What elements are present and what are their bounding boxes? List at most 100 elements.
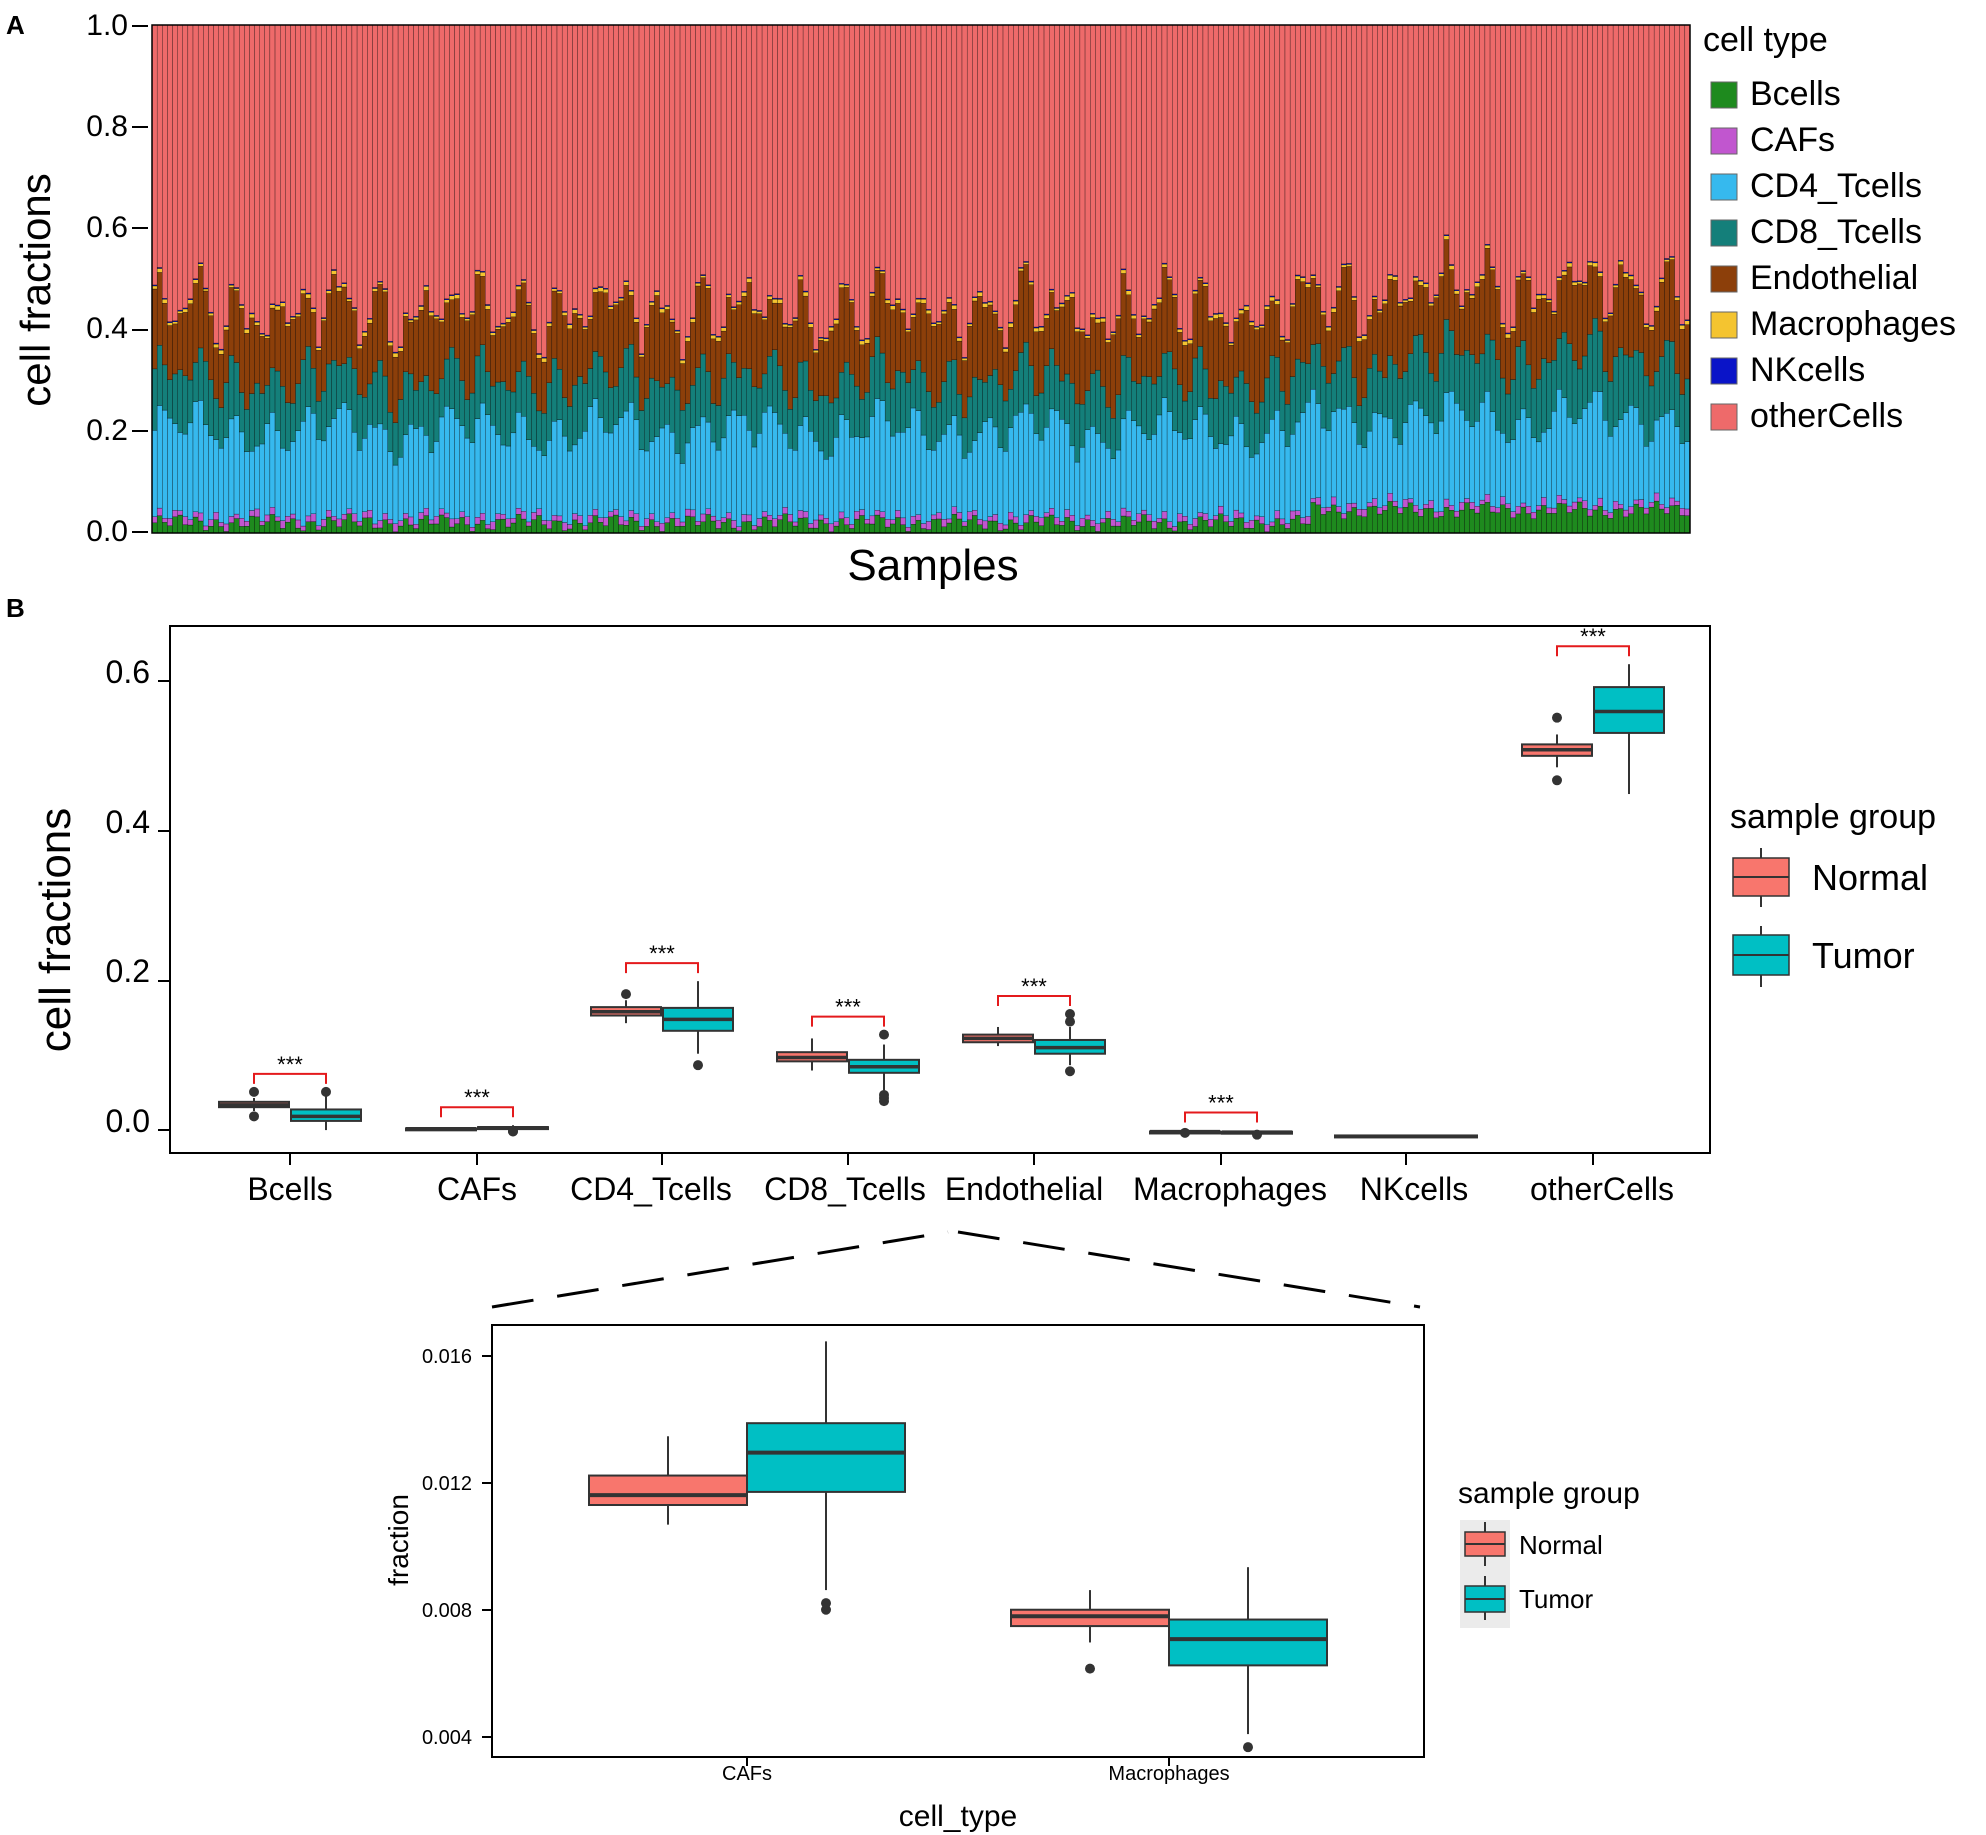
bar-sample-129-cd4-tcells: [808, 431, 814, 524]
bar-sample-206-macrophages: [1202, 283, 1209, 287]
bar-sample-295-cd8-tcells: [1659, 356, 1665, 417]
bar-sample-142-macrophages: [874, 267, 881, 271]
bar-sample-47-cafs: [387, 519, 394, 524]
bar-sample-63-cafs: [469, 527, 476, 532]
bar-sample-109-nkcells: [705, 284, 711, 286]
bar-sample-179-othercells: [1064, 24, 1070, 296]
bar-sample-232-cd4-tcells: [1336, 407, 1342, 507]
bar-sample-66-macrophages: [485, 305, 491, 310]
bar-sample-124-cafs: [782, 507, 788, 514]
bar-sample-291-cafs: [1638, 499, 1645, 508]
bar-sample-210-endothelial: [1223, 325, 1229, 387]
bar-sample-263-endothelial: [1495, 289, 1501, 360]
bar-sample-90-cd8-tcells: [608, 387, 614, 434]
bar-sample-146-macrophages: [895, 299, 901, 304]
bar-sample-294-endothelial: [1653, 310, 1660, 372]
bar-sample-36-nkcells: [331, 269, 337, 271]
panel-a-ytick-4: 0.8: [86, 110, 128, 143]
bar-sample-232-macrophages: [1336, 287, 1342, 291]
bar-sample-143-cd8-tcells: [879, 352, 886, 401]
bar-sample-64-cafs: [474, 517, 481, 525]
panel-b-cd8-tcells-tumor-outlier-3: [879, 1089, 889, 1100]
panel-b-bcells-normal-outlier-1: [249, 1111, 259, 1122]
bar-sample-280-bcells: [1582, 508, 1588, 534]
bar-sample-186-othercells: [1100, 24, 1106, 318]
bar-sample-68-bcells: [495, 519, 501, 534]
bar-sample-168-bcells: [1008, 519, 1014, 534]
bar-sample-13-cafs: [213, 512, 219, 520]
bar-sample-237-bcells: [1361, 516, 1368, 534]
bar-sample-78-nkcells: [546, 321, 553, 324]
bar-sample-131-macrophages: [818, 338, 824, 341]
bar-sample-172-cd8-tcells: [1028, 365, 1034, 414]
bar-sample-299-nkcells: [1679, 324, 1686, 326]
bar-sample-156-bcells: [946, 522, 952, 534]
bar-sample-204-othercells: [1192, 24, 1198, 291]
bar-sample-290-endothelial: [1633, 288, 1639, 351]
bar-sample-15-cd4-tcells: [223, 437, 230, 525]
bar-sample-267-bcells: [1515, 513, 1521, 534]
bar-sample-278-cd4-tcells: [1571, 423, 1578, 503]
bar-sample-14-cd8-tcells: [218, 407, 224, 449]
bar-sample-177-macrophages: [1054, 308, 1060, 311]
bar-sample-31-cd8-tcells: [305, 346, 312, 407]
bar-sample-234-cd4-tcells: [1346, 406, 1352, 504]
bar-sample-97-macrophages: [644, 325, 650, 328]
bar-sample-85-cafs: [582, 525, 588, 531]
bar-sample-7-bcells: [182, 524, 189, 534]
bar-sample-36-cafs: [331, 516, 337, 521]
bar-sample-190-othercells: [1120, 24, 1127, 270]
bar-sample-260-cd4-tcells: [1479, 401, 1486, 501]
bar-sample-7-nkcells: [182, 307, 189, 310]
bar-sample-214-cd8-tcells: [1243, 383, 1250, 448]
bar-sample-297-endothelial: [1669, 259, 1675, 342]
bar-sample-70-endothelial: [505, 322, 512, 391]
bar-sample-195-macrophages: [1146, 318, 1152, 323]
bar-sample-182-bcells: [1079, 526, 1086, 534]
bar-sample-30-cafs: [300, 525, 306, 531]
bar-sample-75-endothelial: [531, 333, 537, 394]
bar-sample-44-nkcells: [372, 287, 378, 289]
bar-sample-218-othercells: [1264, 24, 1270, 306]
legend-item-cafs: CAFs: [1710, 121, 1835, 159]
bar-sample-287-macrophages: [1618, 261, 1624, 265]
legend-key-othercells: [1710, 403, 1738, 431]
bar-sample-279-othercells: [1577, 24, 1583, 281]
bar-sample-75-cd8-tcells: [531, 393, 537, 447]
bar-sample-41-cafs: [356, 521, 363, 527]
bar-sample-141-macrophages: [869, 292, 876, 297]
bar-sample-256-cd4-tcells: [1459, 409, 1465, 503]
bar-sample-130-cd4-tcells: [813, 441, 819, 521]
bar-sample-176-nkcells: [1049, 288, 1055, 291]
bar-sample-60-nkcells: [454, 293, 460, 295]
bar-sample-75-cd4-tcells: [531, 446, 537, 513]
panel-b-cd4-tcells-tumor-outlier-1: [693, 1060, 703, 1071]
bar-sample-3-bcells: [162, 522, 168, 534]
bar-sample-246-cd8-tcells: [1407, 353, 1414, 405]
bar-sample-295-bcells: [1659, 508, 1665, 534]
bar-sample-10-nkcells: [197, 262, 204, 264]
bar-sample-76-othercells: [536, 24, 542, 354]
bar-sample-62-cd8-tcells: [464, 399, 471, 439]
bar-sample-3-nkcells: [162, 298, 168, 300]
bar-sample-232-cd8-tcells: [1336, 360, 1342, 409]
bar-sample-272-cd4-tcells: [1541, 431, 1547, 498]
bar-sample-278-othercells: [1571, 24, 1578, 282]
bar-sample-206-endothelial: [1202, 286, 1209, 370]
panel-b-ytick-1: 0.2: [106, 953, 150, 989]
panel-b-legend-label-tumor: Tumor: [1812, 935, 1915, 976]
bar-sample-88-endothelial: [597, 291, 604, 357]
bar-sample-274-cafs: [1551, 507, 1557, 514]
bar-sample-195-othercells: [1146, 24, 1152, 319]
bar-sample-132-macrophages: [823, 338, 829, 342]
bar-sample-258-othercells: [1469, 24, 1475, 295]
bar-sample-209-cd4-tcells: [1218, 443, 1224, 507]
bar-sample-8-nkcells: [187, 298, 194, 300]
bar-sample-281-othercells: [1587, 24, 1593, 262]
bar-sample-171-bcells: [1023, 522, 1029, 534]
bar-sample-209-endothelial: [1218, 317, 1224, 381]
bar-sample-32-nkcells: [310, 307, 317, 310]
bar-sample-105-macrophages: [685, 337, 691, 342]
bar-sample-53-cafs: [418, 512, 424, 520]
bar-sample-290-cd4-tcells: [1633, 407, 1639, 501]
